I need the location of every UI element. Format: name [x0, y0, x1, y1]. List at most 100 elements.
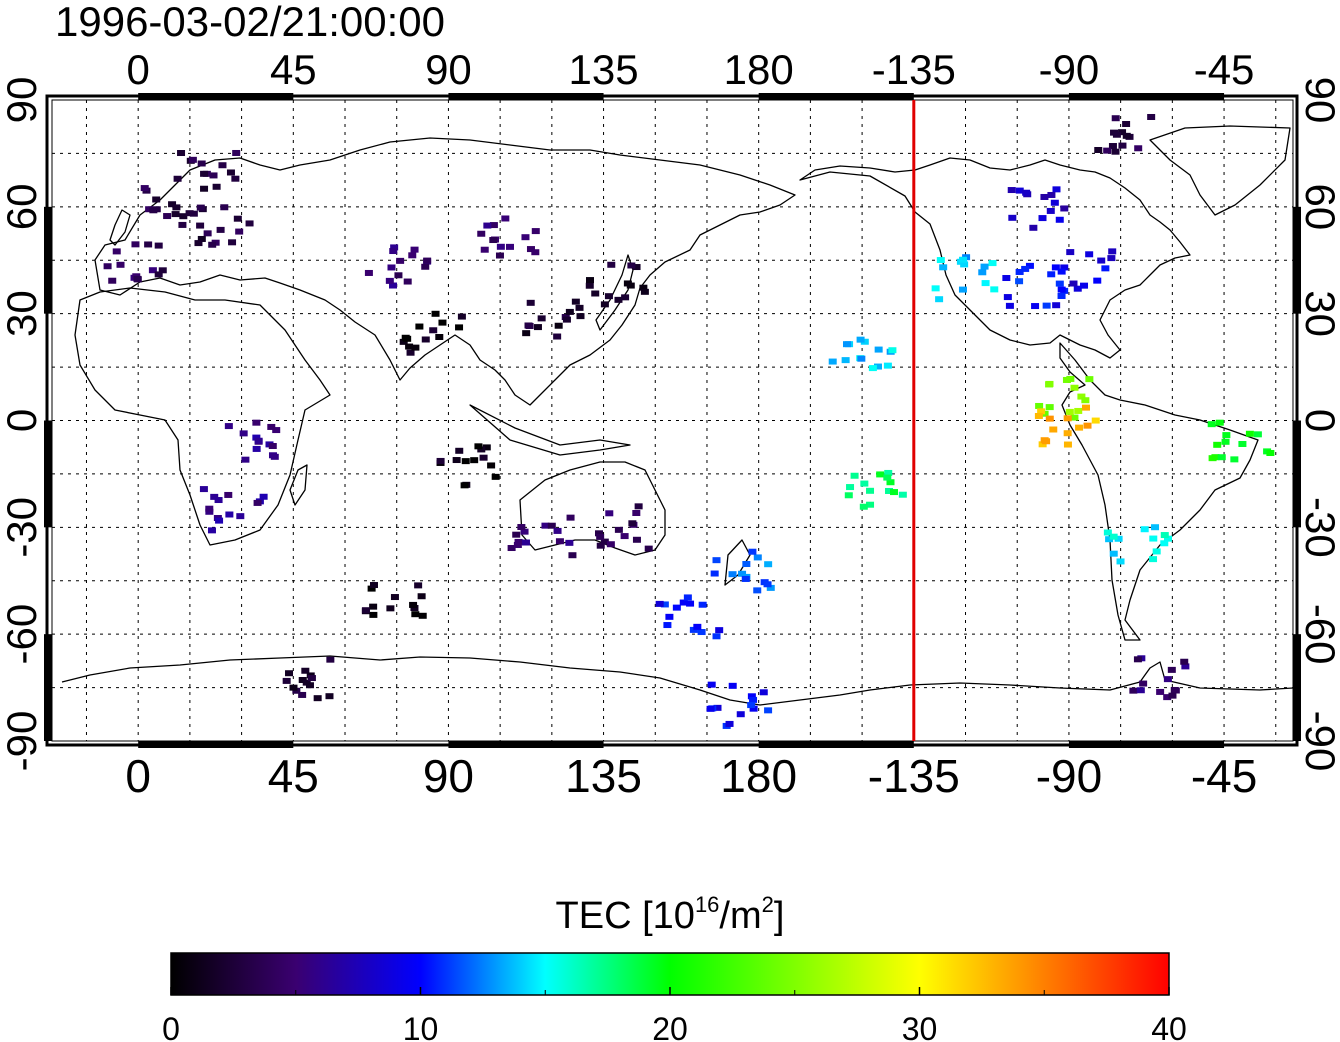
tec-sample [697, 629, 706, 636]
tec-sample [396, 257, 405, 264]
tec-sample [533, 324, 542, 331]
tec-sample [585, 277, 594, 284]
tec-sample [1222, 432, 1231, 439]
tec-sample [841, 357, 850, 364]
tec-sample [1057, 286, 1066, 293]
tec-sample [639, 284, 648, 291]
tec-sample [429, 327, 438, 334]
right-lat-tick-label: -30 [1297, 497, 1340, 558]
tec-sample [1207, 421, 1216, 428]
frame-segment-bottom [1068, 741, 1225, 748]
tec-sample [747, 693, 756, 700]
coast-australia [519, 461, 666, 556]
tec-sample [1051, 264, 1060, 271]
top-lon-tick-label: -135 [872, 46, 956, 93]
tec-sample [1118, 142, 1127, 149]
tec-sample [660, 601, 669, 608]
tec-sample [408, 252, 417, 259]
tec-sample [712, 633, 721, 640]
tec-sample [1108, 248, 1117, 255]
tec-sample [1057, 292, 1066, 299]
tec-sample [856, 336, 865, 343]
tec-sample [850, 472, 859, 479]
frame-segment-top [448, 93, 604, 100]
tec-sample [1160, 532, 1169, 539]
tec-sample [1052, 186, 1061, 193]
tec-sample [562, 316, 571, 323]
tec-observations [103, 113, 1275, 729]
tec-sample [226, 169, 235, 176]
tec-sample [886, 479, 895, 486]
tec-sample [898, 491, 907, 498]
left-lat-tick-label: 60 [0, 183, 45, 230]
top-lon-tick-label: 0 [127, 46, 150, 93]
tec-sample [421, 263, 430, 270]
tec-sample [417, 593, 426, 600]
tec-sample [634, 503, 643, 510]
tec-sample [600, 538, 609, 545]
tec-sample [200, 185, 209, 192]
bottom-lon-tick-label: 45 [268, 750, 319, 802]
tec-sample [759, 689, 768, 696]
tec-sample [628, 520, 637, 527]
tec-sample [885, 487, 894, 494]
coast-eurasia [94, 137, 796, 406]
right-lat-tick-label: 30 [1297, 290, 1340, 337]
tec-sample [199, 486, 208, 493]
tec-sample [749, 705, 758, 712]
colorbar-title-mid: /m [719, 895, 761, 937]
tec-sample [1147, 113, 1156, 120]
tec-sample [1073, 285, 1082, 292]
tec-sample [1097, 257, 1106, 264]
tec-sample [594, 530, 603, 537]
tec-sample [679, 599, 688, 606]
tec-sample [418, 612, 427, 619]
tec-sample [513, 541, 522, 548]
tec-sample [1253, 431, 1262, 438]
tec-sample [1069, 280, 1078, 287]
tec-sample [163, 213, 172, 220]
tec-sample [738, 570, 747, 577]
tec-sample [270, 453, 279, 460]
tec-sample [455, 447, 464, 454]
tec-sample [477, 230, 486, 237]
tec-sample [686, 600, 695, 607]
tec-sample [369, 611, 378, 618]
tec-sample [883, 362, 892, 369]
tec-sample [888, 347, 897, 354]
tec-sample [842, 341, 851, 348]
tec-sample [1005, 302, 1014, 309]
tec-sample [627, 262, 636, 269]
coast-japan [595, 254, 634, 331]
tec-sample [305, 682, 314, 689]
tec-sample [103, 263, 112, 270]
tec-sample [205, 508, 214, 515]
tec-sample [764, 561, 773, 568]
tec-sample [604, 293, 613, 300]
tec-sample [224, 423, 233, 430]
tec-sample [224, 491, 233, 498]
tec-sample [411, 611, 420, 618]
tec-sample [474, 443, 483, 450]
tec-sample [431, 310, 440, 317]
tec-sample [632, 536, 641, 543]
tec-sample [1065, 408, 1074, 415]
tec-sample [596, 533, 605, 540]
tec-sample [403, 278, 412, 285]
tec-sample [410, 246, 419, 253]
tec-sample [555, 538, 564, 545]
tec-sample [736, 711, 745, 718]
tec-sample [241, 456, 250, 463]
bottom-lon-tick-label: 90 [423, 750, 474, 802]
tec-sample [207, 527, 216, 534]
tec-sample [414, 582, 423, 589]
tec-sample [890, 489, 899, 496]
tec-sample [521, 234, 530, 241]
coast-madagascar [289, 464, 308, 506]
tec-sample [763, 581, 772, 588]
tec-sample [1055, 216, 1064, 223]
tec-sample [210, 493, 219, 500]
tec-sample [710, 570, 719, 577]
tec-sample [1152, 548, 1161, 555]
tec-sample [859, 503, 868, 510]
